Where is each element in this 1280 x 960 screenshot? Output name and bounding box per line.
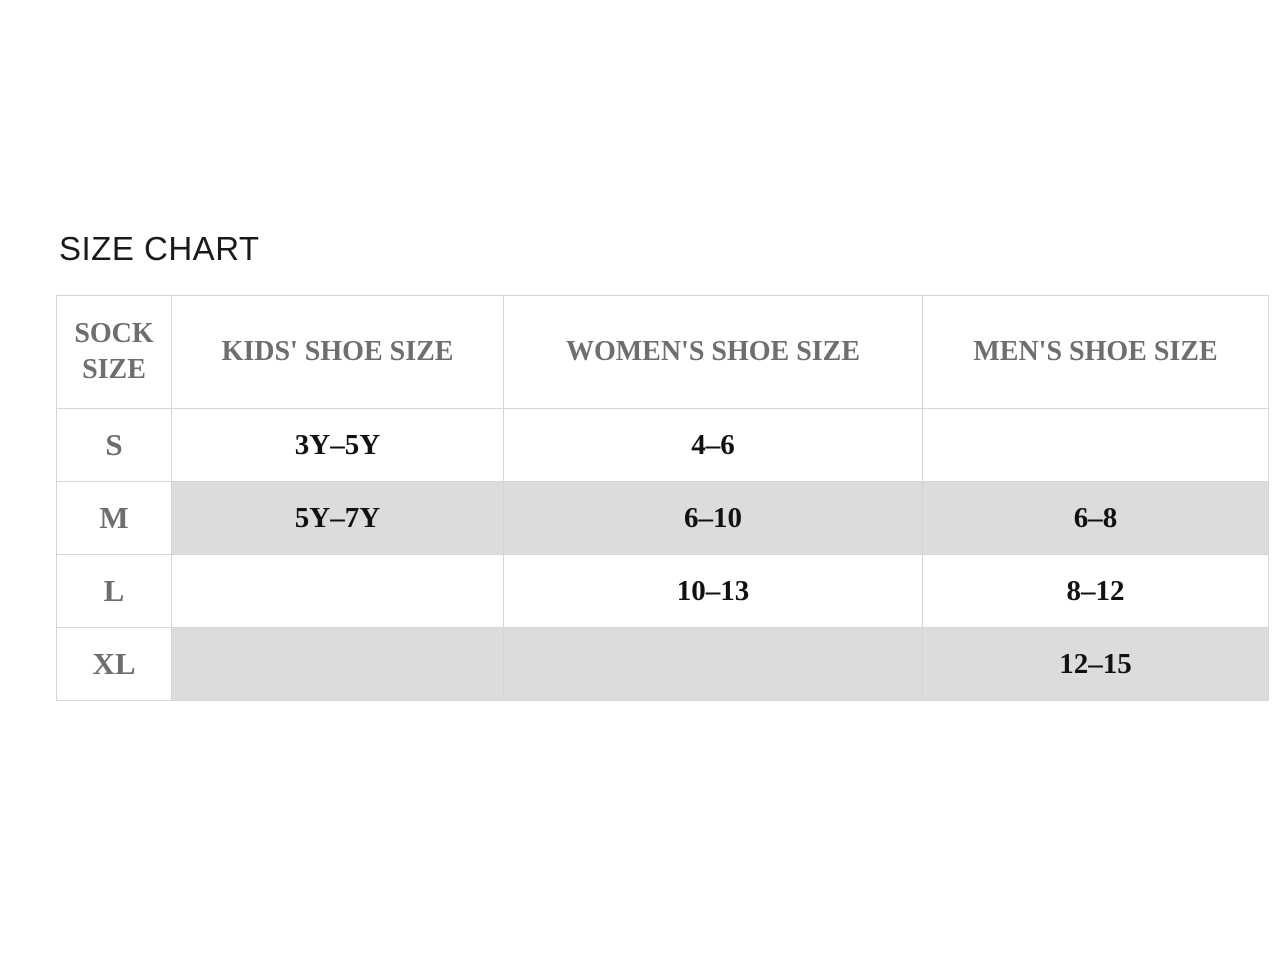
womens-size-value: 6–10 <box>503 481 923 555</box>
size-label-xl: XL <box>56 627 172 701</box>
mens-size-value: 8–12 <box>922 554 1269 628</box>
table-row-s: S 3Y–5Y 4–6 <box>56 408 1269 482</box>
womens-size-value: 4–6 <box>503 408 923 482</box>
womens-size-value: 10–13 <box>503 554 923 628</box>
column-header-mens-shoe-size: MEN'S SHOE SIZE <box>922 295 1269 409</box>
kids-size-value <box>171 627 504 701</box>
table-row-xl: XL 12–15 <box>56 627 1269 701</box>
table-row-l: L 10–13 8–12 <box>56 554 1269 628</box>
page-title: SIZE CHART <box>59 230 260 267</box>
kids-size-value <box>171 554 504 628</box>
table-header-row: SOCK SIZE KIDS' SHOE SIZE WOMEN'S SHOE S… <box>56 295 1269 409</box>
size-chart-table: SOCK SIZE KIDS' SHOE SIZE WOMEN'S SHOE S… <box>56 295 1269 701</box>
column-header-sock-size: SOCK SIZE <box>56 295 172 409</box>
mens-size-value: 6–8 <box>922 481 1269 555</box>
mens-size-value <box>922 408 1269 482</box>
kids-size-value: 3Y–5Y <box>171 408 504 482</box>
table-row-m: M 5Y–7Y 6–10 6–8 <box>56 481 1269 555</box>
kids-size-value: 5Y–7Y <box>171 481 504 555</box>
column-header-kids-shoe-size: KIDS' SHOE SIZE <box>171 295 504 409</box>
size-label-m: M <box>56 481 172 555</box>
size-label-l: L <box>56 554 172 628</box>
column-header-womens-shoe-size: WOMEN'S SHOE SIZE <box>503 295 923 409</box>
size-label-s: S <box>56 408 172 482</box>
womens-size-value <box>503 627 923 701</box>
mens-size-value: 12–15 <box>922 627 1269 701</box>
